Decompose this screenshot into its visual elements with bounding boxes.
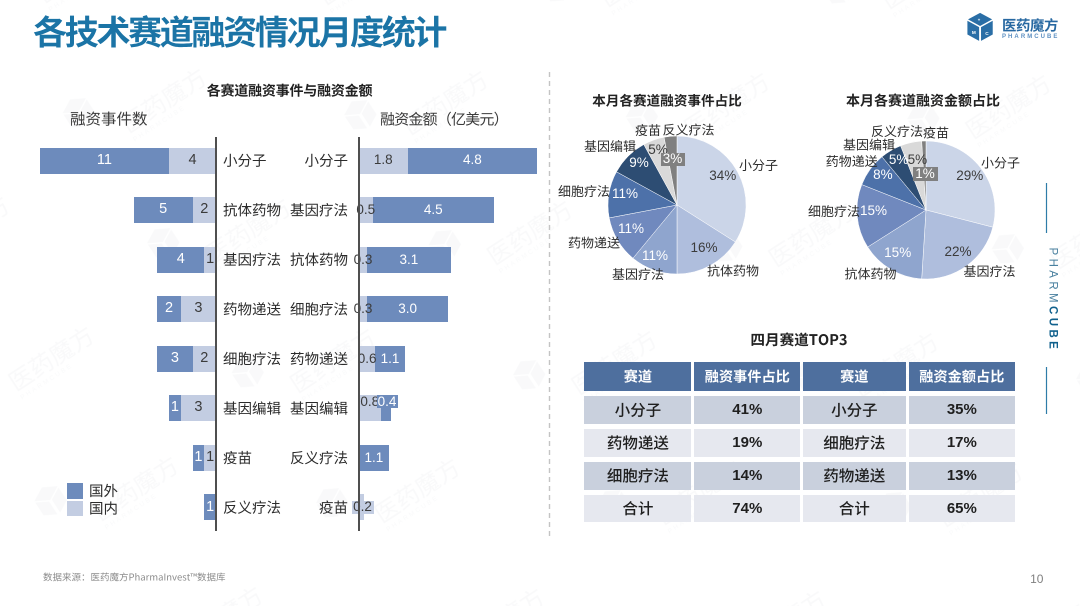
svg-text:+: +: [978, 17, 981, 22]
svg-text:PHARMCUBE: PHARMCUBE: [1047, 248, 1059, 353]
svg-text:M: M: [972, 30, 976, 36]
svg-text:C: C: [985, 31, 989, 37]
